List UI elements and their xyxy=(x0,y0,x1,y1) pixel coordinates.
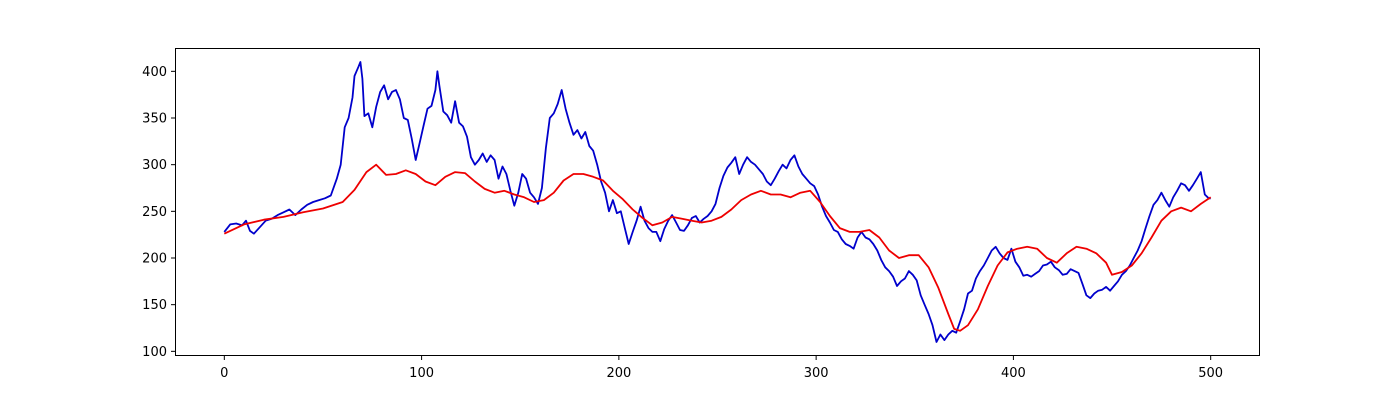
x-tick-label: 300 xyxy=(804,366,829,381)
y-tick-label: 100 xyxy=(142,345,167,360)
x-tick-label: 0 xyxy=(220,366,228,381)
y-tick-label: 200 xyxy=(142,252,167,267)
series-line-2 xyxy=(223,163,1212,332)
x-tick-label: 500 xyxy=(1198,366,1223,381)
series-lines xyxy=(223,61,1212,343)
plot-frame xyxy=(175,48,1260,356)
y-tick-label: 150 xyxy=(142,298,167,313)
y-tick-label: 400 xyxy=(142,65,167,80)
x-tick-label: 100 xyxy=(409,366,434,381)
y-tick-label: 350 xyxy=(142,112,167,127)
y-axis: 100 150 200 250 300 350 400 xyxy=(142,65,175,360)
x-tick-label: 200 xyxy=(606,366,631,381)
y-tick-label: 300 xyxy=(142,158,167,173)
series-line-1 xyxy=(223,61,1211,343)
x-tick-label: 400 xyxy=(1001,366,1026,381)
y-tick-label: 250 xyxy=(142,205,167,220)
x-axis: 0 100 200 300 400 500 xyxy=(220,356,1223,381)
